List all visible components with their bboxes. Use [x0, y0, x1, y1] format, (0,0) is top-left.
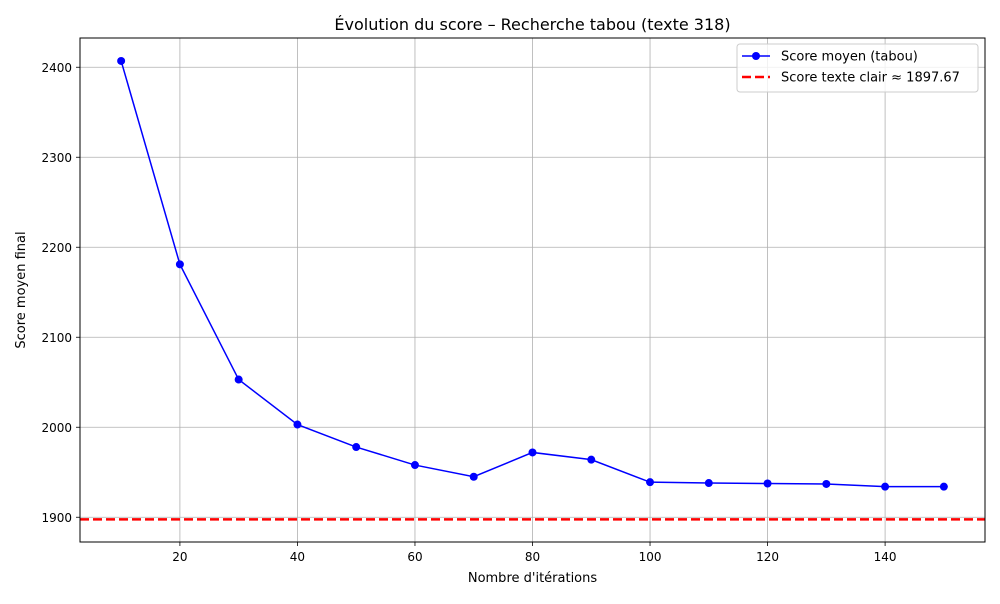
data-point: [528, 448, 537, 457]
y-tick-label: 2400: [41, 61, 72, 75]
data-point: [175, 260, 184, 269]
x-axis-label: Nombre d'itérations: [468, 571, 598, 586]
y-tick-label: 2000: [41, 421, 72, 435]
legend: Score moyen (tabou) Score texte clair ≈ …: [736, 43, 979, 93]
y-tick-label: 2200: [41, 241, 72, 255]
y-tick-label: 1900: [41, 511, 72, 525]
data-point: [704, 479, 713, 488]
series: [117, 56, 948, 491]
data-point: [117, 56, 126, 65]
data-point: [234, 375, 243, 384]
data-point: [410, 461, 419, 470]
x-axis-ticks: 20 40 60 80 100 120 140: [172, 542, 897, 564]
legend-reference-label: Score texte clair ≈ 1897.67: [781, 71, 960, 86]
legend-series-marker: [752, 52, 760, 60]
data-point: [469, 472, 478, 481]
data-point: [881, 482, 890, 491]
grid: [80, 38, 985, 542]
x-tick-label: 60: [407, 550, 422, 564]
data-point: [293, 420, 302, 429]
x-tick-label: 80: [525, 550, 540, 564]
legend-box: [736, 43, 979, 93]
data-point: [763, 479, 772, 488]
data-point: [352, 443, 361, 452]
x-tick-label: 140: [874, 550, 897, 564]
y-tick-label: 2100: [41, 331, 72, 345]
data-point: [587, 455, 596, 464]
y-axis-label: Score moyen final: [14, 231, 29, 348]
legend-series-label: Score moyen (tabou): [781, 50, 918, 65]
data-point: [646, 478, 655, 487]
x-tick-label: 20: [172, 550, 187, 564]
data-point: [822, 479, 831, 488]
x-tick-label: 100: [639, 550, 662, 564]
y-axis-ticks: 1900 2000 2100 2200 2300 2400: [41, 61, 80, 525]
y-tick-label: 2300: [41, 151, 72, 165]
x-tick-label: 40: [290, 550, 305, 564]
x-tick-label: 120: [756, 550, 779, 564]
data-point: [939, 482, 948, 491]
chart-title: Évolution du score – Recherche tabou (te…: [334, 15, 730, 34]
